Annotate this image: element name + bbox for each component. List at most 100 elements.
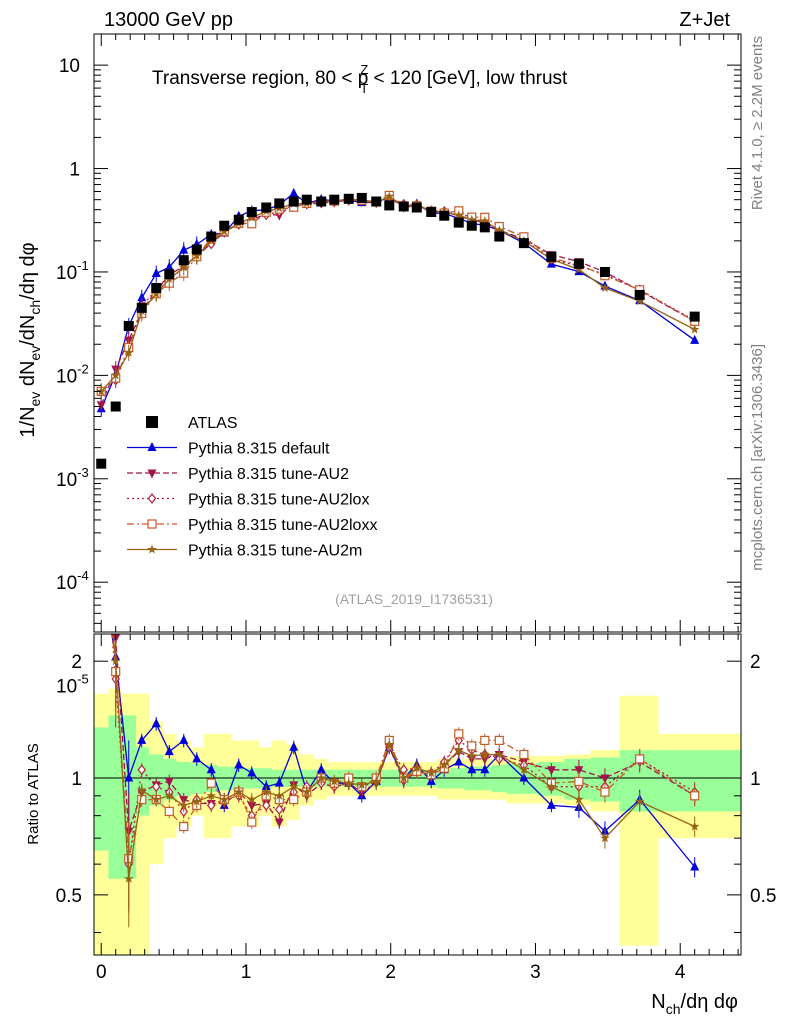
atlas-point-35 <box>689 311 700 322</box>
legend-label-5: Pythia 8.315 tune-AU2m <box>188 543 362 560</box>
energy-label: 13000 GeV pp <box>104 9 233 31</box>
series-atlas <box>96 192 700 469</box>
plot-title-sub: T <box>360 81 368 96</box>
syst-band-34 <box>619 695 659 946</box>
ratio-point-3-12 <box>261 799 271 811</box>
y-tick-label-main-4: 10-1 <box>56 258 89 284</box>
atlas-point-14 <box>288 196 299 207</box>
tick-base: 10 <box>56 573 77 594</box>
plot-title-sup: Z <box>360 62 368 77</box>
point-5-27 <box>467 214 477 224</box>
ratio-point-5-4 <box>151 794 161 804</box>
series-line-3 <box>100 196 696 392</box>
point-5-1 <box>111 370 121 380</box>
ratio-point-5-6 <box>179 800 189 810</box>
y-tick-label-ratio-0.5: 0.5 <box>56 886 82 907</box>
ratio-point-1-2 <box>124 772 134 782</box>
legend-label-0: ATLAS <box>188 415 238 432</box>
ratio-point-5-29 <box>494 749 504 759</box>
tick-base: 10 <box>56 677 77 698</box>
atlas-point-0 <box>96 458 107 469</box>
main-panel-frame <box>93 33 742 633</box>
atlas-point-6 <box>178 255 189 266</box>
ratio-line-5 <box>112 634 695 879</box>
ratio-point-2-31 <box>546 766 556 776</box>
y-tick-label-main-0: 10-5 <box>56 672 89 698</box>
atlas-point-5 <box>164 269 175 280</box>
ratio-uncertainty-bands <box>94 688 741 955</box>
point-1-14 <box>289 187 299 197</box>
ratio-point-5-15 <box>302 787 312 797</box>
legend-marker-5 <box>147 544 157 554</box>
ratio-point-4-29 <box>494 735 504 746</box>
ratio-point-5-12 <box>261 787 271 797</box>
ratio-point-5-33 <box>600 833 610 843</box>
legend-marker-3 <box>147 493 157 504</box>
series-line-5 <box>100 195 695 392</box>
atlas-point-1 <box>110 401 121 412</box>
ratio-point-5-19 <box>357 779 367 789</box>
x-tick-label-2: 2 <box>385 962 396 983</box>
ratio-point-1-13 <box>274 777 284 787</box>
y-tick-label-main-3: 10-2 <box>56 361 89 387</box>
atlas-point-28 <box>479 222 490 233</box>
ylabel-part-5: ch <box>27 300 43 315</box>
ratio-point-5-16 <box>316 773 326 783</box>
atlas-point-18 <box>343 193 354 204</box>
ratio-point-5-2 <box>124 873 134 883</box>
x-tick-label-3: 3 <box>530 962 541 983</box>
atlas-point-20 <box>371 196 382 207</box>
ratio-point-1-3 <box>137 734 147 744</box>
point-1-35 <box>690 334 700 344</box>
tick-base: 10 <box>56 470 77 491</box>
main-panel-series <box>96 187 700 469</box>
atlas-point-10 <box>233 214 244 225</box>
tick-exp: -2 <box>77 361 89 376</box>
legend-label-1: Pythia 8.315 default <box>188 441 330 458</box>
xlabel-part-1: ch <box>666 1001 681 1017</box>
ratio-point-5-30 <box>519 764 529 774</box>
legend-item-3: Pythia 8.315 tune-AU2lox <box>127 492 369 509</box>
ratio-point-5-8 <box>206 790 216 800</box>
point-5-21 <box>384 191 394 201</box>
point-5-32 <box>574 264 584 274</box>
atlas-point-26 <box>453 217 464 228</box>
atlas-point-17 <box>329 194 340 205</box>
y-tick-label-ratio-right-2: 2 <box>750 652 761 673</box>
ratio-point-4-34 <box>635 754 645 764</box>
ratio-point-1-5 <box>164 746 174 756</box>
legend-item-5: Pythia 8.315 tune-AU2m <box>127 543 362 560</box>
ratio-point-4-6 <box>179 821 189 832</box>
ratio-point-3-13 <box>275 803 284 815</box>
ratio-point-1-4 <box>151 718 161 728</box>
ratio-point-5-35 <box>689 821 700 831</box>
point-5-11 <box>247 212 257 222</box>
series-line-4 <box>100 194 696 392</box>
ratio-point-5-5 <box>164 790 174 800</box>
stat-band-0 <box>94 727 109 851</box>
ratio-point-5-3 <box>137 785 147 795</box>
ratio-panel-frame <box>93 633 742 956</box>
y-tick-label-main-1: 10-4 <box>56 568 89 594</box>
plot-title-main: Transverse region, 80 < p <box>152 68 368 89</box>
ratio-point-2-0 <box>97 554 106 563</box>
ratio-point-1-14 <box>289 741 299 751</box>
point-5-26 <box>454 210 464 220</box>
ratio-point-1-16 <box>316 764 326 774</box>
ratio-point-5-17 <box>329 776 339 786</box>
atlas-point-32 <box>573 258 584 269</box>
point-5-35 <box>689 324 700 334</box>
ylabel-part-6: /dη dφ <box>17 242 39 299</box>
legend: ATLAS Pythia 8.315 default Pythia 8.315 tu… <box>127 415 377 560</box>
ratio-point-4-35 <box>690 791 700 801</box>
point-2-0 <box>96 401 106 411</box>
ratio-point-1-11 <box>247 767 257 777</box>
point-5-34 <box>634 296 645 306</box>
ratio-point-5-23 <box>412 763 422 773</box>
x-tick-label-1: 1 <box>241 962 252 983</box>
ratio-point-4-33 <box>600 787 610 797</box>
y-tick-label-main-6: 10 <box>59 56 80 77</box>
ratio-point-1-30 <box>519 772 529 782</box>
ratio-point-1-7 <box>192 753 202 763</box>
